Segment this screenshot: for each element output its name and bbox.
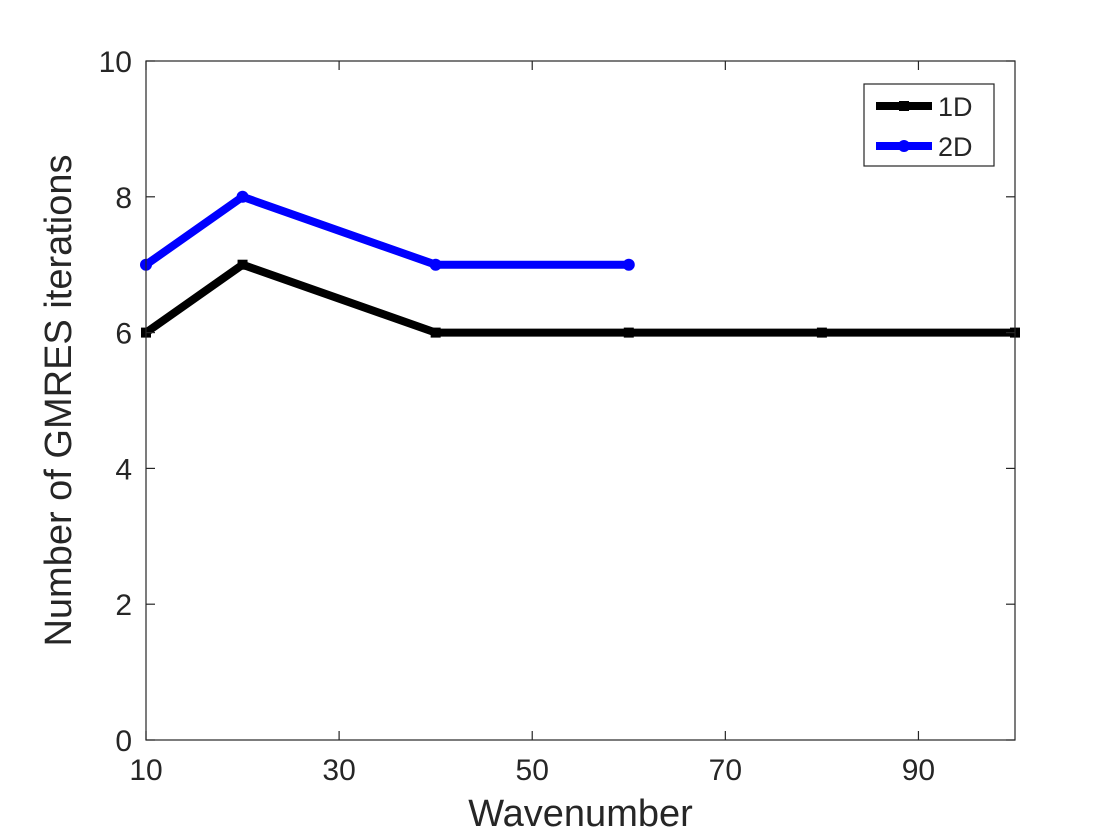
x-tick-label: 70: [709, 754, 742, 787]
x-tick-label: 50: [516, 754, 549, 787]
x-tick-label: 30: [322, 754, 355, 787]
series-2d: [140, 190, 635, 271]
series-layer: [140, 190, 1020, 338]
x-tick-label: 10: [129, 754, 162, 787]
y-axis-label: Number of GMRES iterations: [38, 154, 80, 646]
data-point-2d: [429, 258, 442, 271]
data-point-1d: [430, 327, 441, 338]
x-axis-label: Wavenumber: [468, 793, 693, 835]
y-tick-label: 8: [115, 182, 132, 215]
data-point-2d: [236, 190, 249, 203]
data-point-1d: [623, 327, 634, 338]
legend-marker-2d: [898, 140, 910, 152]
y-tick-label: 2: [115, 589, 132, 622]
y-tick-label: 4: [115, 453, 132, 486]
legend-label-2d: 2D: [938, 132, 973, 162]
data-point-2d: [622, 258, 635, 271]
axes-box: [145, 60, 1016, 741]
series-line-1d: [143, 260, 1015, 337]
series-line-2d: [143, 192, 629, 269]
legend-box: [863, 83, 995, 167]
y-tick-label: 6: [115, 318, 132, 351]
ticks-layer: 10 30 50 70 90 0 2 4 6 8 10: [99, 46, 1015, 787]
data-point-1d: [816, 327, 827, 338]
data-point-1d: [237, 259, 248, 270]
legend-marker-1d: [899, 101, 909, 111]
legend-label-1d: 1D: [938, 92, 973, 122]
y-tick-label: 0: [115, 725, 132, 758]
x-tick-label: 90: [902, 754, 935, 787]
y-tick-label: 10: [99, 46, 132, 79]
